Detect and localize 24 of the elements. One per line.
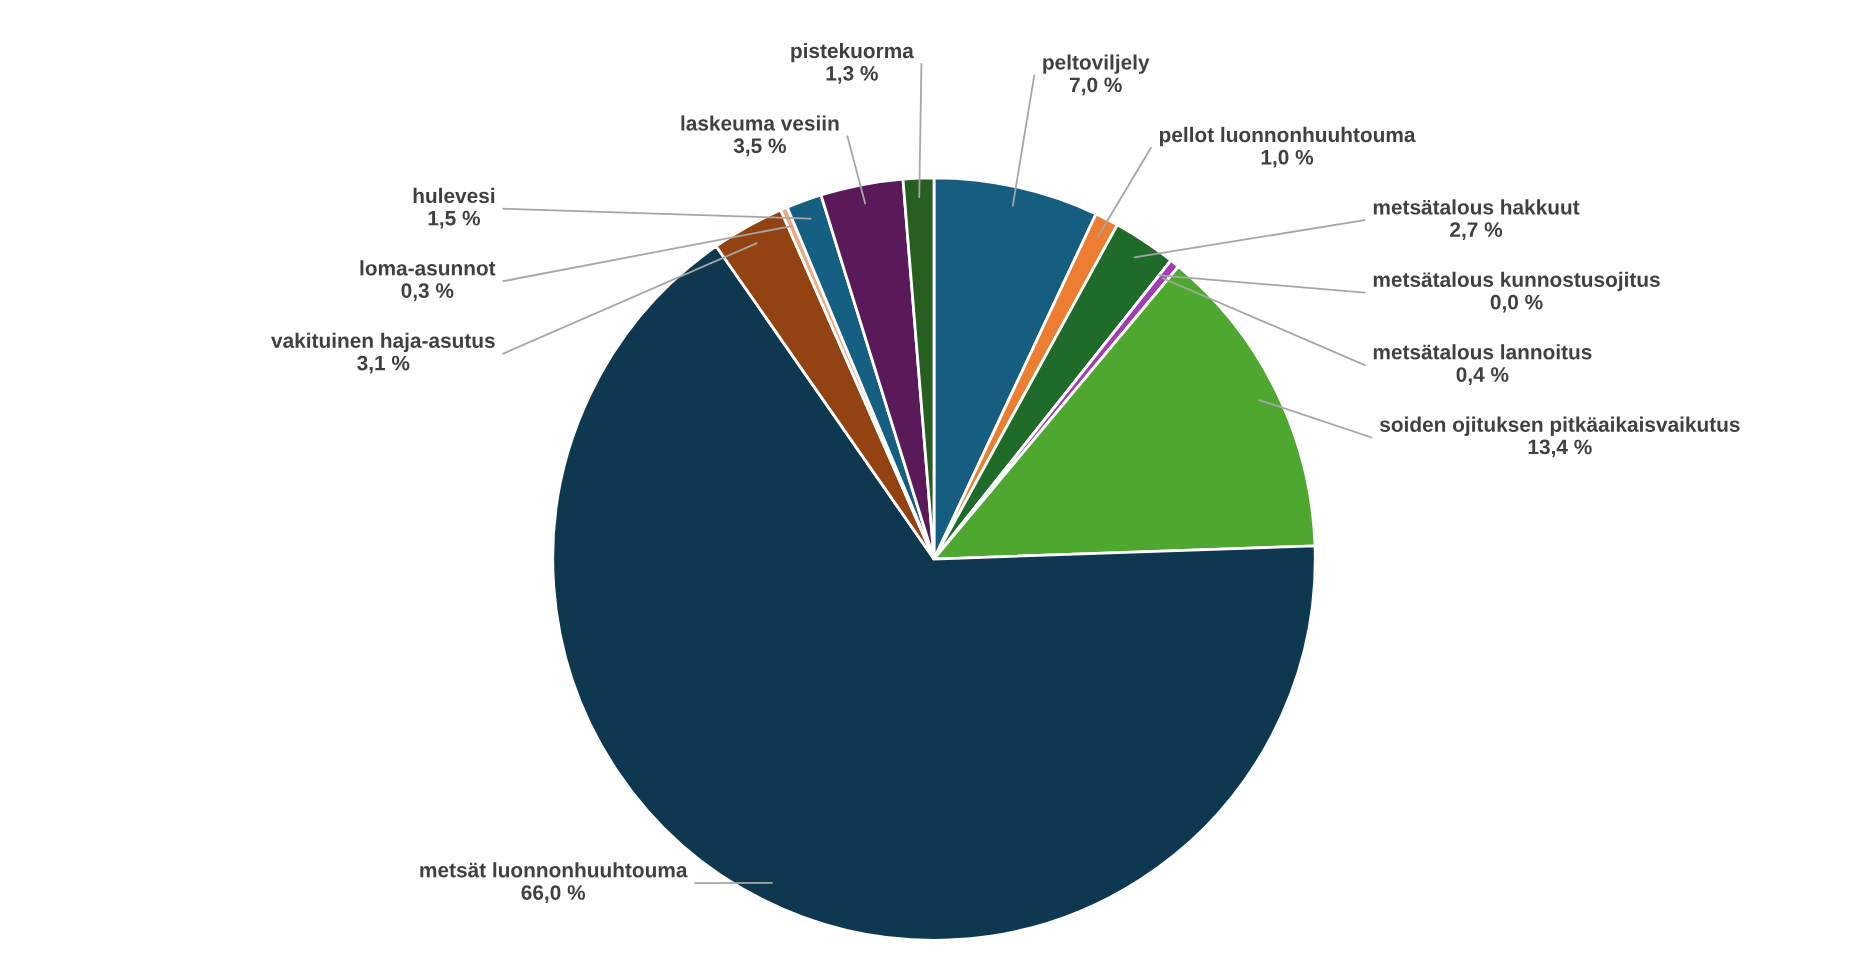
- data-label: 2,7 %: [1450, 222, 1503, 241]
- data-label: 3,5 %: [733, 138, 786, 157]
- data-label: 3,1 %: [357, 355, 410, 374]
- text: 0,0 %: [1490, 294, 1543, 313]
- category-label: metsätalous kunnostusojitus: [1373, 271, 1660, 292]
- slice-label: soiden ojituksen pitkäaikaisvaikutus: [1379, 416, 1740, 437]
- slice-label: pellot luonnonhuuhtouma: [1159, 126, 1416, 147]
- data-label: 0,4 %: [1456, 367, 1509, 385]
- slice-label: loma-asunnot: [360, 260, 496, 276]
- data-label: 7,0 %: [1069, 77, 1122, 96]
- slice-label: laskeuma vesiin: [681, 115, 839, 131]
- data-label: 66,0 %: [521, 885, 586, 903]
- slice-label: peltoviljely: [1043, 54, 1150, 74]
- slice-label: metsät luonnonhuuhtouma: [420, 862, 688, 878]
- data-label: 13,4 %: [1528, 439, 1592, 458]
- slice-label: metsätalous lannoitus: [1373, 344, 1592, 360]
- slice-label: pistekuorma: [791, 42, 914, 63]
- data-label: 0,3 %: [401, 283, 454, 302]
- slice-label: hulevesi: [413, 187, 495, 204]
- data-label: 1,5 %: [428, 210, 480, 229]
- slice-label: metsätalous hakkuut: [1373, 199, 1580, 215]
- slice-label: vakituinen haja-asutus: [271, 332, 495, 353]
- data-label: 1,0 %: [1261, 149, 1314, 168]
- data-label: 1,3 %: [826, 65, 878, 84]
